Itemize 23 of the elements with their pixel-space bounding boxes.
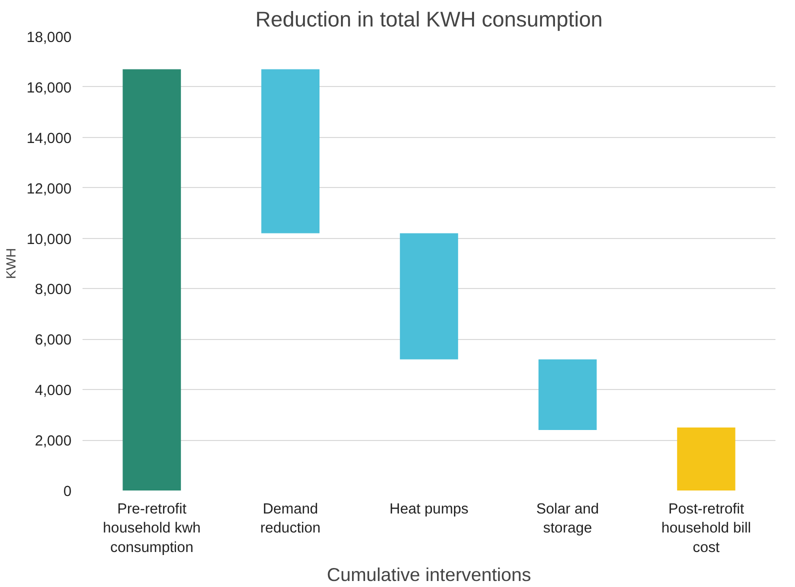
y-tick-label: 0	[63, 484, 72, 500]
x-tick-label: Demand reduction	[260, 502, 321, 537]
chart-title: Reduction in total KWH consumption	[255, 8, 603, 32]
y-tick-label: 6,000	[34, 332, 72, 349]
x-tick-label: Solar and storage	[536, 502, 599, 537]
bar	[400, 233, 458, 360]
y-tick-label: 4,000	[34, 383, 72, 400]
y-axis-title: KWH	[4, 248, 19, 280]
y-tick-label: 10,000	[26, 232, 72, 248]
x-axis-title: Cumulative interventions	[326, 564, 532, 585]
bar	[122, 69, 181, 490]
y-tick-label: 2,000	[34, 434, 72, 450]
y-tick-label: 16,000	[26, 80, 72, 96]
bar	[538, 359, 597, 430]
y-tick-label: 8,000	[34, 282, 72, 298]
x-tick-label: Post-retrofit household bill cost	[661, 502, 752, 556]
x-tick-label: Heat pumps	[389, 502, 469, 518]
y-tick-label: 18,000	[26, 30, 72, 46]
bar	[261, 69, 320, 234]
y-tick-label: 12,000	[26, 181, 72, 198]
y-tick-label: 14,000	[26, 130, 72, 147]
bar	[677, 427, 736, 490]
x-tick-label: Pre-retrofit household kwh consumption	[102, 502, 201, 556]
